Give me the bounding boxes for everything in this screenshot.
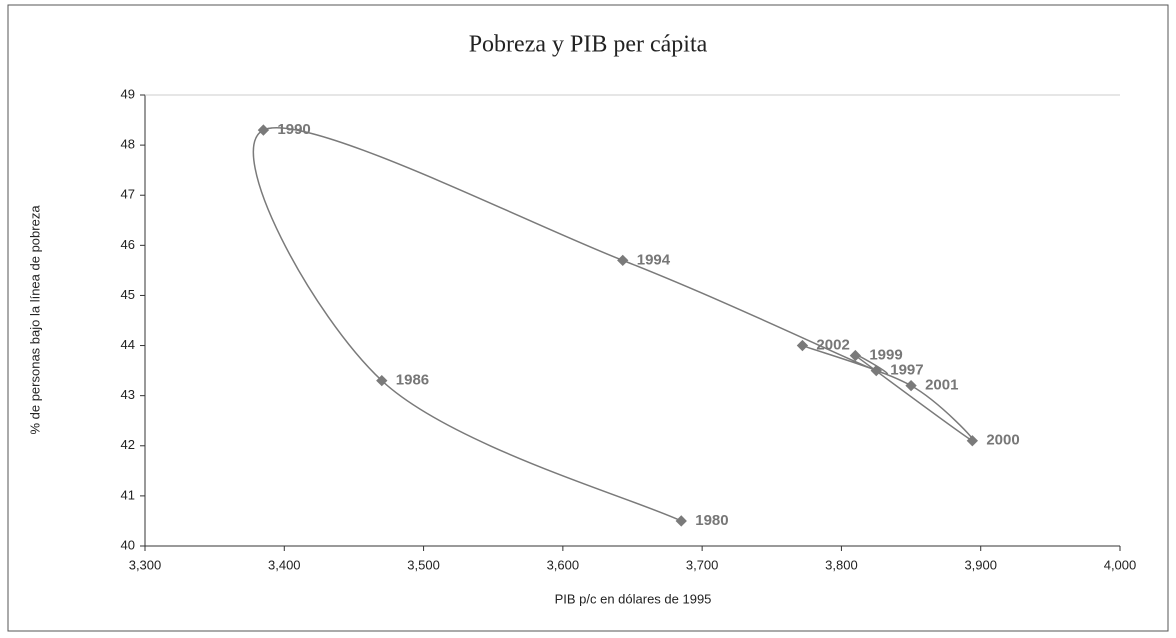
point	[675, 515, 687, 527]
y-tick-label: 47	[121, 187, 135, 202]
point	[870, 364, 882, 377]
x-tick-label: 3,500	[407, 557, 440, 572]
y-tick-label: 44	[121, 337, 135, 352]
x-tick-label: 3,700	[686, 557, 719, 572]
chart-title: Pobreza y PIB per cápita	[469, 32, 708, 58]
y-tick-label: 49	[121, 86, 135, 101]
y-tick-label: 45	[121, 287, 135, 302]
y-tick-label: 46	[121, 237, 135, 252]
point-label: 1980	[695, 512, 728, 529]
point	[905, 379, 917, 392]
y-tick-label: 43	[121, 387, 135, 402]
y-axis-label: % de personas bajo la línea de pobreza	[27, 205, 42, 435]
point-label: 1994	[637, 251, 671, 268]
y-tick-label: 41	[121, 487, 135, 502]
point-label: 1990	[277, 121, 310, 138]
connecting-line	[252, 127, 975, 522]
point	[617, 254, 629, 267]
frame	[7, 4, 1169, 632]
point	[257, 124, 270, 136]
y-tick-label: 48	[121, 137, 135, 152]
point-label: 2002	[816, 337, 849, 354]
x-axis-label: PIB p/c en dólares de 1995	[555, 591, 712, 606]
x-tick-label: 3,900	[964, 557, 997, 572]
y-tick-label: 40	[121, 537, 135, 552]
point-label: 1986	[396, 372, 429, 389]
point	[849, 349, 862, 362]
x-tick-label: 3,600	[547, 557, 580, 572]
x-tick-label: 4,000	[1104, 557, 1137, 572]
y-tick-label: 42	[121, 437, 135, 452]
point	[796, 339, 809, 352]
point	[966, 435, 979, 447]
x-tick-label: 3,400	[268, 557, 301, 572]
point-label: 1997	[890, 362, 923, 379]
point-label: 2001	[925, 377, 958, 394]
point-label: 1999	[869, 347, 902, 364]
point-label: 2000	[986, 432, 1019, 449]
x-tick-label: 3,300	[129, 557, 162, 572]
x-tick-label: 3,800	[825, 557, 858, 572]
point	[376, 374, 388, 387]
